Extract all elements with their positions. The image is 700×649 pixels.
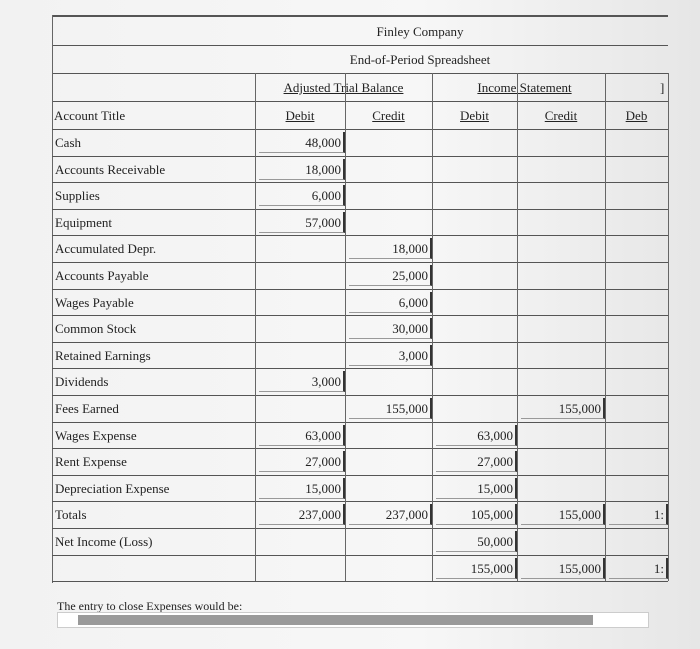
amount-cell: 30,000 <box>349 318 432 340</box>
rule <box>52 15 53 583</box>
group-header: Adjusted Trial Balance <box>283 80 404 95</box>
rule <box>52 129 668 130</box>
sheet-title: End-of-Period Spreadsheet <box>349 52 491 67</box>
account-title: Accumulated Depr. <box>55 241 157 257</box>
amount-cell: 25,000 <box>349 265 432 286</box>
amount-cell: 63,000 <box>436 424 517 446</box>
amount-cell: 27,000 <box>259 451 345 473</box>
rule <box>52 45 668 46</box>
account-title: Wages Expense <box>55 427 137 443</box>
rule <box>52 368 668 370</box>
account-title: Retained Earnings <box>55 347 151 363</box>
amount-cell: 18,000 <box>259 158 345 180</box>
rule <box>52 581 668 583</box>
rule <box>52 395 668 396</box>
rule <box>605 73 606 582</box>
amount-cell: 15,000 <box>436 477 517 499</box>
rule <box>52 341 668 343</box>
scroll-thumb[interactable] <box>78 615 593 625</box>
column-header: Credit <box>372 108 405 123</box>
column-header: Account Title <box>54 108 126 123</box>
amount-cell: 3,000 <box>349 344 432 366</box>
account-title: Fees Earned <box>55 401 119 416</box>
rule <box>52 501 668 503</box>
column-header: Credit <box>544 108 578 123</box>
amount-cell: 155,000 <box>521 557 605 579</box>
scrollbar[interactable] <box>57 612 649 628</box>
rule <box>52 235 668 237</box>
rule <box>52 315 668 317</box>
rule <box>52 182 668 184</box>
group-header: Income Statement <box>477 80 572 95</box>
rule <box>52 15 668 17</box>
company: Finley Company <box>376 24 464 39</box>
group-header: ] <box>660 80 665 95</box>
amount-cell: 237,000 <box>349 504 432 526</box>
rule <box>52 448 668 450</box>
account-title: Totals <box>55 507 87 523</box>
rule <box>52 73 668 74</box>
rule <box>52 101 668 102</box>
amount-cell: 63,000 <box>259 424 345 446</box>
amount-cell: 237,000 <box>259 504 345 526</box>
rule <box>52 288 668 290</box>
account-title: Accounts Receivable <box>55 161 166 177</box>
amount-cell: 57,000 <box>259 211 345 233</box>
amount-cell: 3,000 <box>259 371 345 393</box>
account-title: Net Income (Loss) <box>55 534 153 549</box>
account-title: Accounts Payable <box>55 268 149 283</box>
amount-cell: 48,000 <box>259 132 345 153</box>
amount-cell: 6,000 <box>259 185 345 207</box>
account-title: Rent Expense <box>55 454 127 470</box>
rule <box>52 474 668 476</box>
amount-cell: 155,000 <box>521 398 605 419</box>
amount-cell: 6,000 <box>349 291 432 313</box>
account-title: Supplies <box>55 188 100 204</box>
amount-cell: 105,000 <box>436 504 517 526</box>
amount-cell: 50,000 <box>436 531 517 552</box>
rule <box>668 73 669 582</box>
account-title: Dividends <box>55 374 109 390</box>
amount-cell: 18,000 <box>349 238 432 260</box>
amount-cell: 27,000 <box>436 451 517 473</box>
rule <box>432 73 433 582</box>
account-title: Equipment <box>55 214 113 230</box>
amount-cell: 155,000 <box>349 398 432 419</box>
rule <box>255 73 256 582</box>
amount-cell: 15,000 <box>259 477 345 499</box>
rule <box>52 528 668 529</box>
account-title: Common Stock <box>55 321 137 337</box>
column-header: Debit <box>460 108 489 123</box>
account-title: Wages Payable <box>55 294 134 310</box>
column-header: Debit <box>285 108 315 123</box>
rule <box>52 208 668 210</box>
rule <box>52 554 668 556</box>
amount-cell: 155,000 <box>521 504 605 526</box>
amount-cell: 1: <box>609 504 668 526</box>
rule <box>345 73 346 582</box>
account-title: Depreciation Expense <box>55 480 170 496</box>
rule <box>52 262 668 263</box>
amount-cell: 155,000 <box>436 557 517 579</box>
rule <box>52 421 668 423</box>
amount-cell: 1: <box>609 557 668 579</box>
column-header: Deb <box>625 108 648 123</box>
prompt: The entry to close Expenses would be: <box>57 599 243 613</box>
account-title: Cash <box>55 135 81 150</box>
rule <box>52 155 668 157</box>
rule <box>517 73 518 582</box>
